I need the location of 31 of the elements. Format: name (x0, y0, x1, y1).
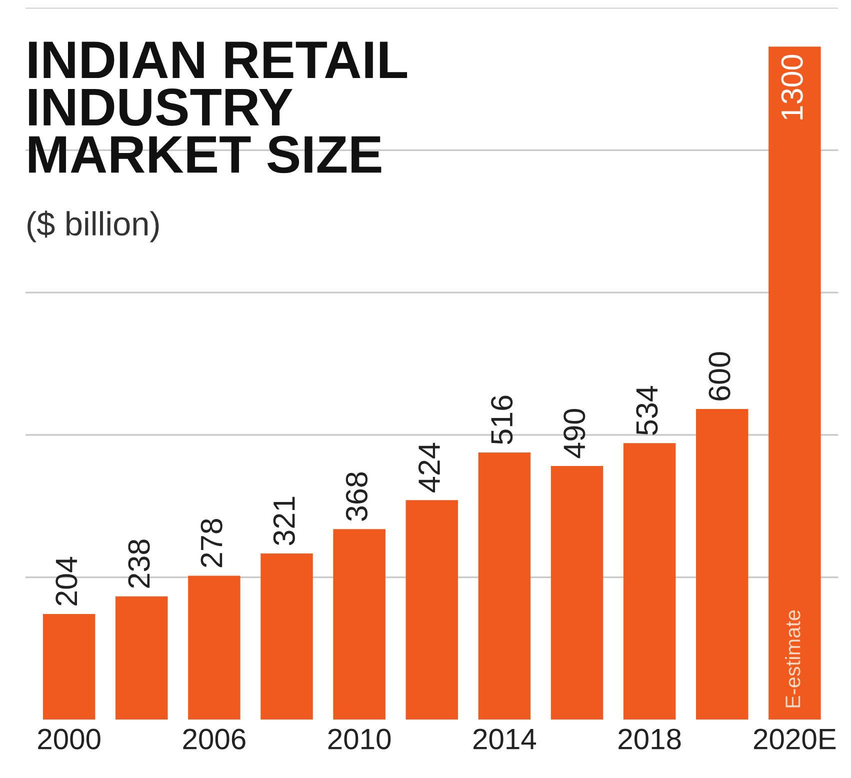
bar (696, 409, 748, 720)
data-label: 1300 (781, 54, 803, 120)
bar (188, 576, 240, 720)
bar (768, 46, 821, 720)
bar (260, 553, 313, 720)
bar (550, 466, 604, 720)
data-label: 534 (636, 386, 658, 435)
x-tick-label: 2010 (328, 728, 391, 750)
data-label: 278 (200, 518, 222, 568)
bar (42, 614, 96, 720)
bar (406, 500, 458, 720)
bar (116, 596, 168, 720)
x-tick-label: 2006 (183, 728, 246, 750)
text: ($ billion) (28, 210, 159, 242)
data-label: 321 (273, 496, 295, 546)
data-label: 490 (564, 409, 586, 458)
data-label: 424 (418, 442, 440, 492)
x-tick-label: 2014 (473, 728, 536, 750)
bar (478, 452, 531, 720)
data-label: 600 (708, 352, 730, 400)
text: INDIAN RETAIL INDUSTRY MARKET SIZE (29, 42, 408, 174)
bar (623, 443, 676, 720)
data-label: 368 (346, 472, 368, 521)
data-label: 238 (128, 540, 150, 588)
data-label: 516 (491, 396, 513, 444)
bar (333, 529, 386, 720)
data-label: 204 (56, 556, 78, 606)
x-tick-label: 2020E (754, 728, 836, 750)
annotation: E-estimate (784, 610, 800, 708)
x-tick-label: 2018 (618, 728, 681, 750)
x-tick-label: 2000 (38, 728, 100, 750)
